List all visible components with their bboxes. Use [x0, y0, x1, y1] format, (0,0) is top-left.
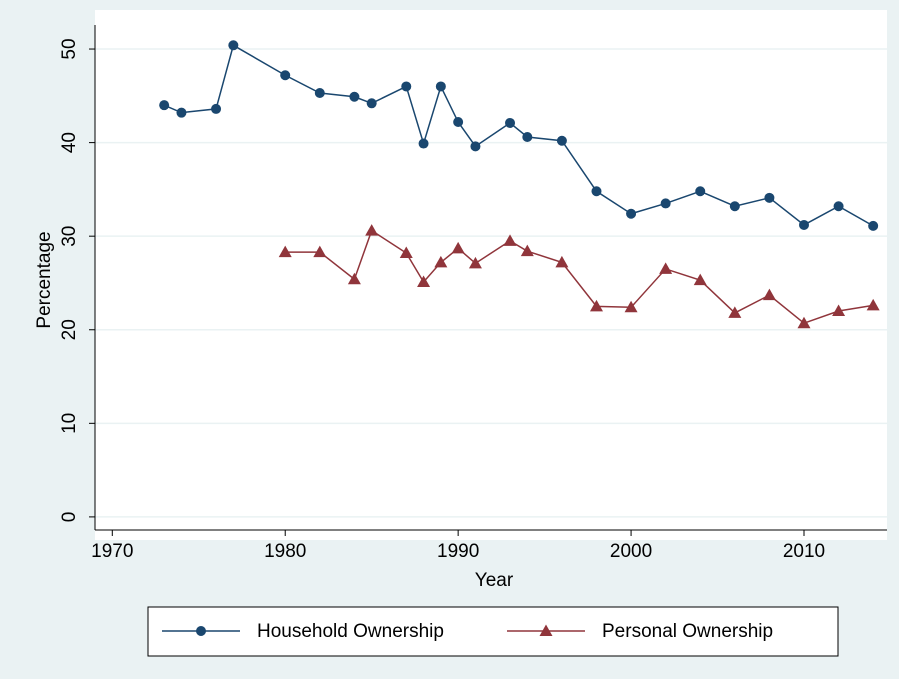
marker: [695, 186, 706, 197]
x-tick-label: 2010: [783, 541, 825, 562]
marker: [470, 141, 481, 152]
marker: [349, 91, 360, 102]
x-tick-label: 1970: [91, 541, 133, 562]
marker: [833, 201, 844, 212]
legend-marker: [539, 624, 553, 636]
y-tick-label: 0: [59, 512, 80, 523]
y-tick-label: 20: [59, 319, 80, 340]
marker: [520, 244, 534, 257]
marker: [417, 275, 431, 288]
x-tick-label: 2000: [610, 541, 652, 562]
y-axis-label: Percentage: [34, 231, 55, 328]
legend-marker: [196, 626, 206, 636]
marker: [468, 256, 482, 269]
x-tick-label: 1990: [437, 541, 479, 562]
y-tick-label: 50: [59, 38, 80, 59]
legend-label: Personal Ownership: [602, 621, 773, 642]
marker: [556, 135, 567, 146]
y-tick-label: 40: [59, 132, 80, 153]
marker: [626, 208, 637, 219]
marker: [401, 81, 412, 92]
marker: [228, 40, 239, 51]
marker: [159, 100, 170, 111]
marker: [314, 88, 325, 99]
marker: [624, 300, 638, 313]
marker: [729, 201, 740, 212]
marker: [693, 273, 707, 286]
x-tick-label: 1980: [264, 541, 306, 562]
marker: [399, 246, 413, 259]
marker: [365, 224, 379, 236]
marker: [660, 198, 671, 209]
marker: [522, 131, 533, 142]
marker: [505, 117, 516, 128]
marker: [366, 98, 377, 109]
marker: [176, 107, 187, 118]
marker: [798, 219, 809, 230]
marker: [503, 234, 517, 246]
marker: [451, 241, 465, 254]
marker: [591, 186, 602, 197]
marker: [418, 138, 429, 149]
marker: [589, 299, 603, 312]
marker: [868, 220, 879, 231]
y-tick-label: 30: [59, 226, 80, 247]
marker: [347, 272, 361, 285]
marker: [313, 245, 327, 258]
marker: [728, 306, 742, 318]
marker: [211, 103, 222, 114]
marker: [453, 117, 464, 128]
marker: [278, 245, 292, 258]
plot-area: [95, 10, 887, 540]
marker: [832, 304, 846, 317]
legend: [147, 606, 839, 657]
marker: [435, 81, 446, 92]
marker: [866, 298, 880, 311]
marker: [762, 288, 776, 301]
marker: [555, 255, 569, 268]
y-tick-label: 10: [59, 413, 80, 434]
marker: [797, 316, 811, 329]
x-axis-label: Year: [475, 570, 514, 591]
marker: [764, 192, 775, 203]
marker: [434, 255, 448, 268]
marker: [659, 262, 673, 274]
marker: [280, 70, 291, 81]
legend-label: Household Ownership: [257, 621, 444, 642]
